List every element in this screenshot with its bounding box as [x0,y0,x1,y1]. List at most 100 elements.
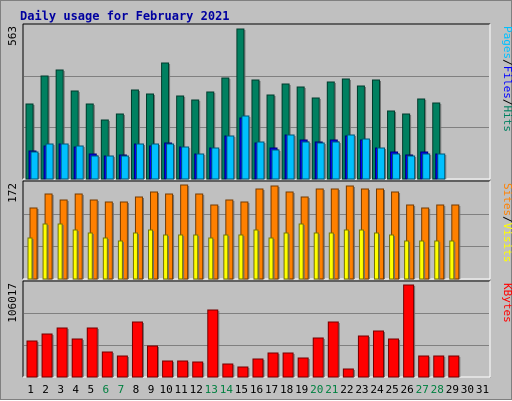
visits-bar [328,232,334,280]
visits-bar [449,240,455,280]
day-label: 18 [280,383,293,396]
kbytes-bar [116,355,128,378]
pages-bar [105,155,114,180]
kbytes-bar [147,345,159,378]
visits-bar [343,229,349,280]
pages-bar [45,143,54,180]
pages-bar [181,146,190,180]
visits-bar [27,237,33,280]
visits-bar [132,232,138,280]
day-label: 7 [118,383,125,396]
kbytes-bar [222,363,234,378]
hits-max-label: 563 [6,26,19,46]
kbytes-bar [357,335,369,378]
day-label: 31 [476,383,489,396]
visits-bar [283,232,289,280]
kbytes-bar [26,340,38,378]
day-label: 28 [431,383,444,396]
kbytes-bar [41,333,53,378]
day-label: 3 [57,383,64,396]
hits-legend-item: Pages [501,26,512,59]
pages-bar [60,143,69,180]
visits-bar [178,234,184,280]
kbytes-bar [177,360,189,378]
kbytes-legend: KBytes [501,283,512,323]
sites-legend: Sites/Visits [501,183,512,263]
visits-bar [313,232,319,280]
hits-legend-item: Files [501,66,512,99]
day-label: 21 [325,383,338,396]
kbytes-bar [267,352,279,378]
visits-bar [419,240,425,280]
pages-bar [301,141,310,180]
pages-bar [90,155,99,180]
hits-legend: Pages/Files/Hits [501,26,512,132]
day-label: 15 [235,383,248,396]
kbytes-bar [388,338,400,378]
kbytes-bar [101,351,113,378]
pages-bar [196,153,205,180]
kbytes-bar [342,368,354,378]
day-label: 1 [27,383,34,396]
visits-bar [404,240,410,280]
pages-bar [256,141,265,180]
day-label: 25 [385,383,398,396]
visits-bar [389,234,395,280]
day-label: 23 [355,383,368,396]
kbytes-bar [282,352,294,378]
visits-bar [87,232,93,280]
kbytes-bar [131,321,143,378]
pages-bar [331,141,340,180]
visits-bar [268,237,274,280]
day-label: 12 [190,383,203,396]
day-label: 2 [42,383,49,396]
kbytes-bar [372,330,384,378]
kbytes-bar [56,327,68,378]
pages-bar [226,135,235,180]
chart-title: Daily usage for February 2021 [20,9,230,23]
day-label: 8 [133,383,140,396]
day-label: 5 [87,383,94,396]
visits-bar [72,229,78,280]
day-label: 22 [340,383,353,396]
kbytes-bar [86,327,98,378]
kbytes-legend-item: KBytes [501,283,512,323]
kbytes-bar [297,357,309,378]
pages-bar [392,153,401,180]
day-label: 4 [72,383,79,396]
visits-bar [298,223,304,280]
pages-bar [166,143,175,180]
visits-bar [223,234,229,280]
day-label: 29 [446,383,459,396]
visits-bar [238,234,244,280]
visits-bar [208,237,214,280]
kbytes-max-label: 106017 [6,283,19,323]
pages-bar [361,138,370,180]
visits-bar [373,232,379,280]
visits-bar [57,223,63,280]
kbytes-bar [312,337,324,378]
day-label: 26 [401,383,414,396]
kbytes-bar [418,355,430,378]
visits-bar [102,237,108,280]
pages-bar [75,145,84,180]
day-label: 11 [175,383,188,396]
day-label: 20 [310,383,323,396]
day-label: 10 [159,383,172,396]
day-label: 13 [205,383,218,396]
kbytes-bar [162,360,174,378]
day-label: 16 [250,383,263,396]
hits-legend-item: / [501,59,512,66]
kbytes-bar [327,321,339,378]
kbytes-bar [448,355,460,378]
sites-legend-item: Visits [501,223,512,263]
pages-bar [286,134,295,180]
pages-bar [376,147,385,180]
kbytes-bar [207,309,219,378]
visits-bar [163,234,169,280]
pages-bar [271,149,280,180]
pages-bar [437,153,446,180]
kbytes-bar [237,366,249,378]
